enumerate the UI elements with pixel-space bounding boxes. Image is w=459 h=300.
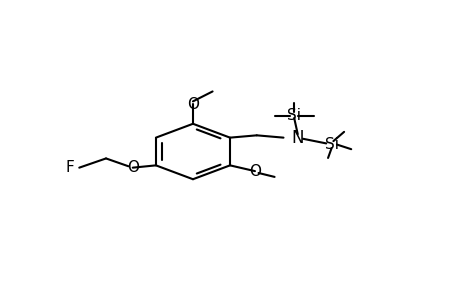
Text: O: O bbox=[248, 164, 260, 178]
Text: N: N bbox=[291, 129, 303, 147]
Text: F: F bbox=[65, 160, 74, 175]
Text: O: O bbox=[186, 97, 199, 112]
Text: Si: Si bbox=[324, 137, 338, 152]
Text: Si: Si bbox=[286, 108, 301, 123]
Text: O: O bbox=[127, 160, 139, 175]
